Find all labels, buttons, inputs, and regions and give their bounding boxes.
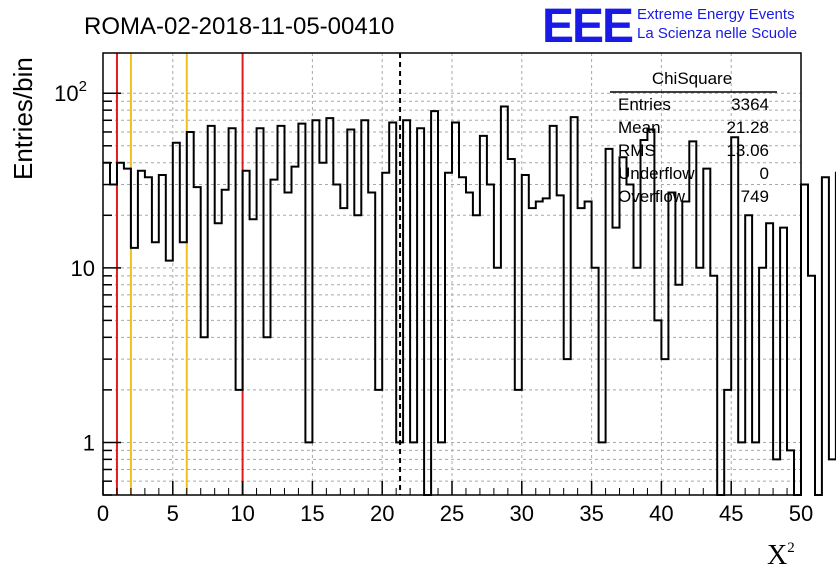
stats-row-value: 21.28 — [726, 118, 769, 137]
x-tick-label: 25 — [440, 501, 464, 526]
y-tick-label: 102 — [54, 78, 87, 106]
stats-row-label: Overflow — [618, 187, 686, 206]
stats-row-value: 0 — [760, 164, 769, 183]
stats-box-title: ChiSquare — [652, 69, 732, 88]
eee-logo-mark: EEE — [542, 0, 633, 53]
stats-row-label: Underflow — [618, 164, 695, 183]
x-tick-label: 15 — [300, 501, 324, 526]
stats-row-label: Mean — [618, 118, 661, 137]
x-tick-label: 0 — [97, 501, 109, 526]
x-tick-label: 35 — [579, 501, 603, 526]
x-tick-label: 5 — [167, 501, 179, 526]
x-tick-label: 20 — [370, 501, 394, 526]
x-tick-label: 30 — [510, 501, 534, 526]
axes: 0 5 10 15 20 25 30 35 40 45 50 1 10 102 — [54, 78, 813, 526]
logo-line-1: Extreme Energy Events — [637, 6, 795, 23]
eee-logo: EEE Extreme Energy Events La Scienza nel… — [542, 0, 797, 53]
x-tick-label: 10 — [230, 501, 254, 526]
x-axis-label: X2 — [767, 540, 795, 571]
x-tick-label: 50 — [789, 501, 813, 526]
grid-layer — [103, 53, 801, 495]
x-tick-label: 45 — [719, 501, 743, 526]
histogram-series — [103, 105, 836, 496]
stats-row-label: RMS — [618, 141, 656, 160]
y-axis-label: Entries/bin — [8, 57, 38, 180]
stats-row-value: 749 — [741, 187, 769, 206]
stats-box: ChiSquare Entries 3364 Mean 21.28 RMS 13.06 Un… — [610, 69, 777, 206]
logo-line-2: La Scienza nelle Scuole — [637, 25, 797, 42]
stats-row-value: 13.06 — [726, 141, 769, 160]
reference-lines — [115, 53, 402, 495]
stats-row-value: 3364 — [731, 95, 769, 114]
run-title: ROMA-02-2018-11-05-00410 — [84, 13, 394, 40]
y-tick-label: 1 — [83, 430, 95, 455]
stats-row-label: Entries — [618, 95, 671, 114]
y-tick-label: 10 — [71, 256, 95, 281]
x-tick-label: 40 — [649, 501, 673, 526]
